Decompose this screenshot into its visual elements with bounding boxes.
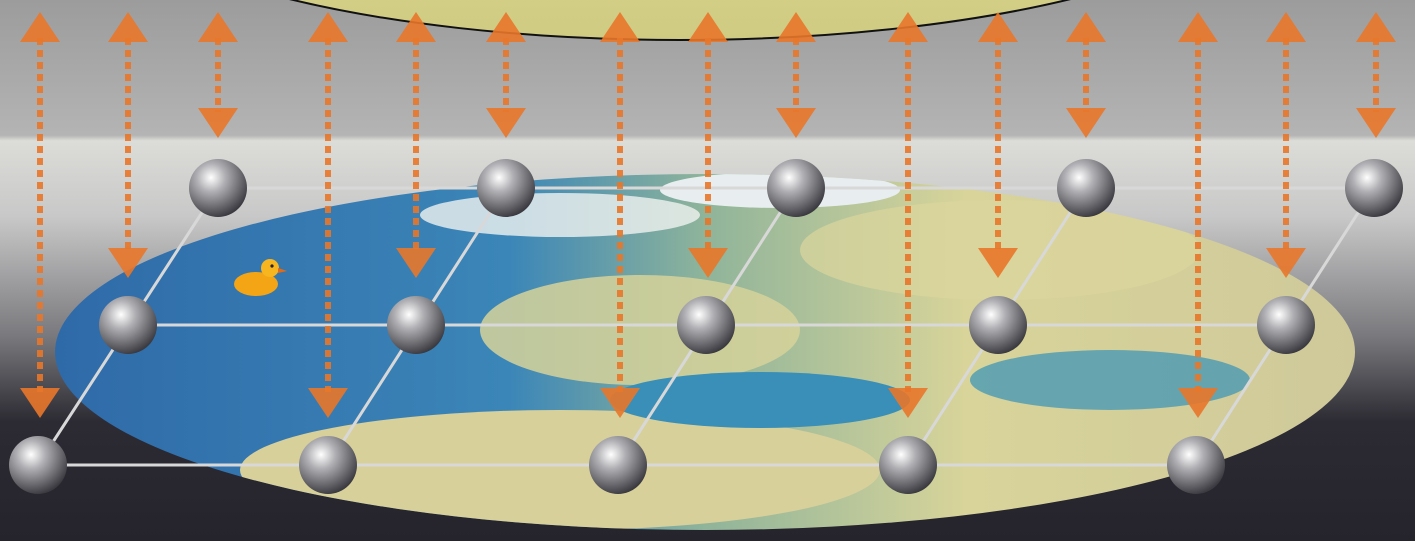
duck-beak xyxy=(278,268,287,273)
arrow-head xyxy=(978,248,1018,278)
arrow-head xyxy=(108,12,148,42)
duck-eye xyxy=(270,264,274,268)
node xyxy=(879,436,937,494)
node xyxy=(99,296,157,354)
node xyxy=(189,159,247,217)
arrow-head xyxy=(1356,108,1396,138)
duck xyxy=(234,259,287,296)
arrow-head xyxy=(600,388,640,418)
arrow-head xyxy=(888,12,928,42)
arrow-head xyxy=(776,108,816,138)
arrow-head xyxy=(396,12,436,42)
ice xyxy=(420,193,700,237)
node xyxy=(1345,159,1403,217)
arrow-head xyxy=(1178,388,1218,418)
arrows xyxy=(20,12,1396,418)
arrow-head xyxy=(1066,12,1106,42)
node xyxy=(9,436,67,494)
arrow-head xyxy=(776,12,816,42)
land xyxy=(480,275,800,385)
duck-body xyxy=(234,272,278,296)
arrow-head xyxy=(1178,12,1218,42)
arrow-head xyxy=(1356,12,1396,42)
arrow-head xyxy=(396,248,436,278)
map-detail xyxy=(240,174,1250,530)
arrow-head xyxy=(600,12,640,42)
arrow-head xyxy=(486,108,526,138)
arrow-head xyxy=(1266,248,1306,278)
duck-head xyxy=(261,259,279,277)
node xyxy=(1257,296,1315,354)
sun-dome xyxy=(289,0,1071,41)
arrow-head xyxy=(978,12,1018,42)
arrow-head xyxy=(888,388,928,418)
node xyxy=(589,436,647,494)
arrow-head xyxy=(308,12,348,42)
node xyxy=(1057,159,1115,217)
arrow-head xyxy=(688,12,728,42)
node xyxy=(767,159,825,217)
node xyxy=(477,159,535,217)
sea xyxy=(970,350,1250,410)
nodes xyxy=(9,159,1403,494)
node xyxy=(969,296,1027,354)
arrow-head xyxy=(198,12,238,42)
node xyxy=(677,296,735,354)
arrow-head xyxy=(486,12,526,42)
node xyxy=(299,436,357,494)
node xyxy=(1167,436,1225,494)
arrow-head xyxy=(108,248,148,278)
arrow-head xyxy=(20,388,60,418)
sea xyxy=(610,372,910,428)
arrow-head xyxy=(1266,12,1306,42)
land xyxy=(240,410,880,530)
arrow-head xyxy=(198,108,238,138)
node xyxy=(387,296,445,354)
arrow-head xyxy=(308,388,348,418)
arrow-head xyxy=(688,248,728,278)
arrow-head xyxy=(20,12,60,42)
arrow-head xyxy=(1066,108,1106,138)
